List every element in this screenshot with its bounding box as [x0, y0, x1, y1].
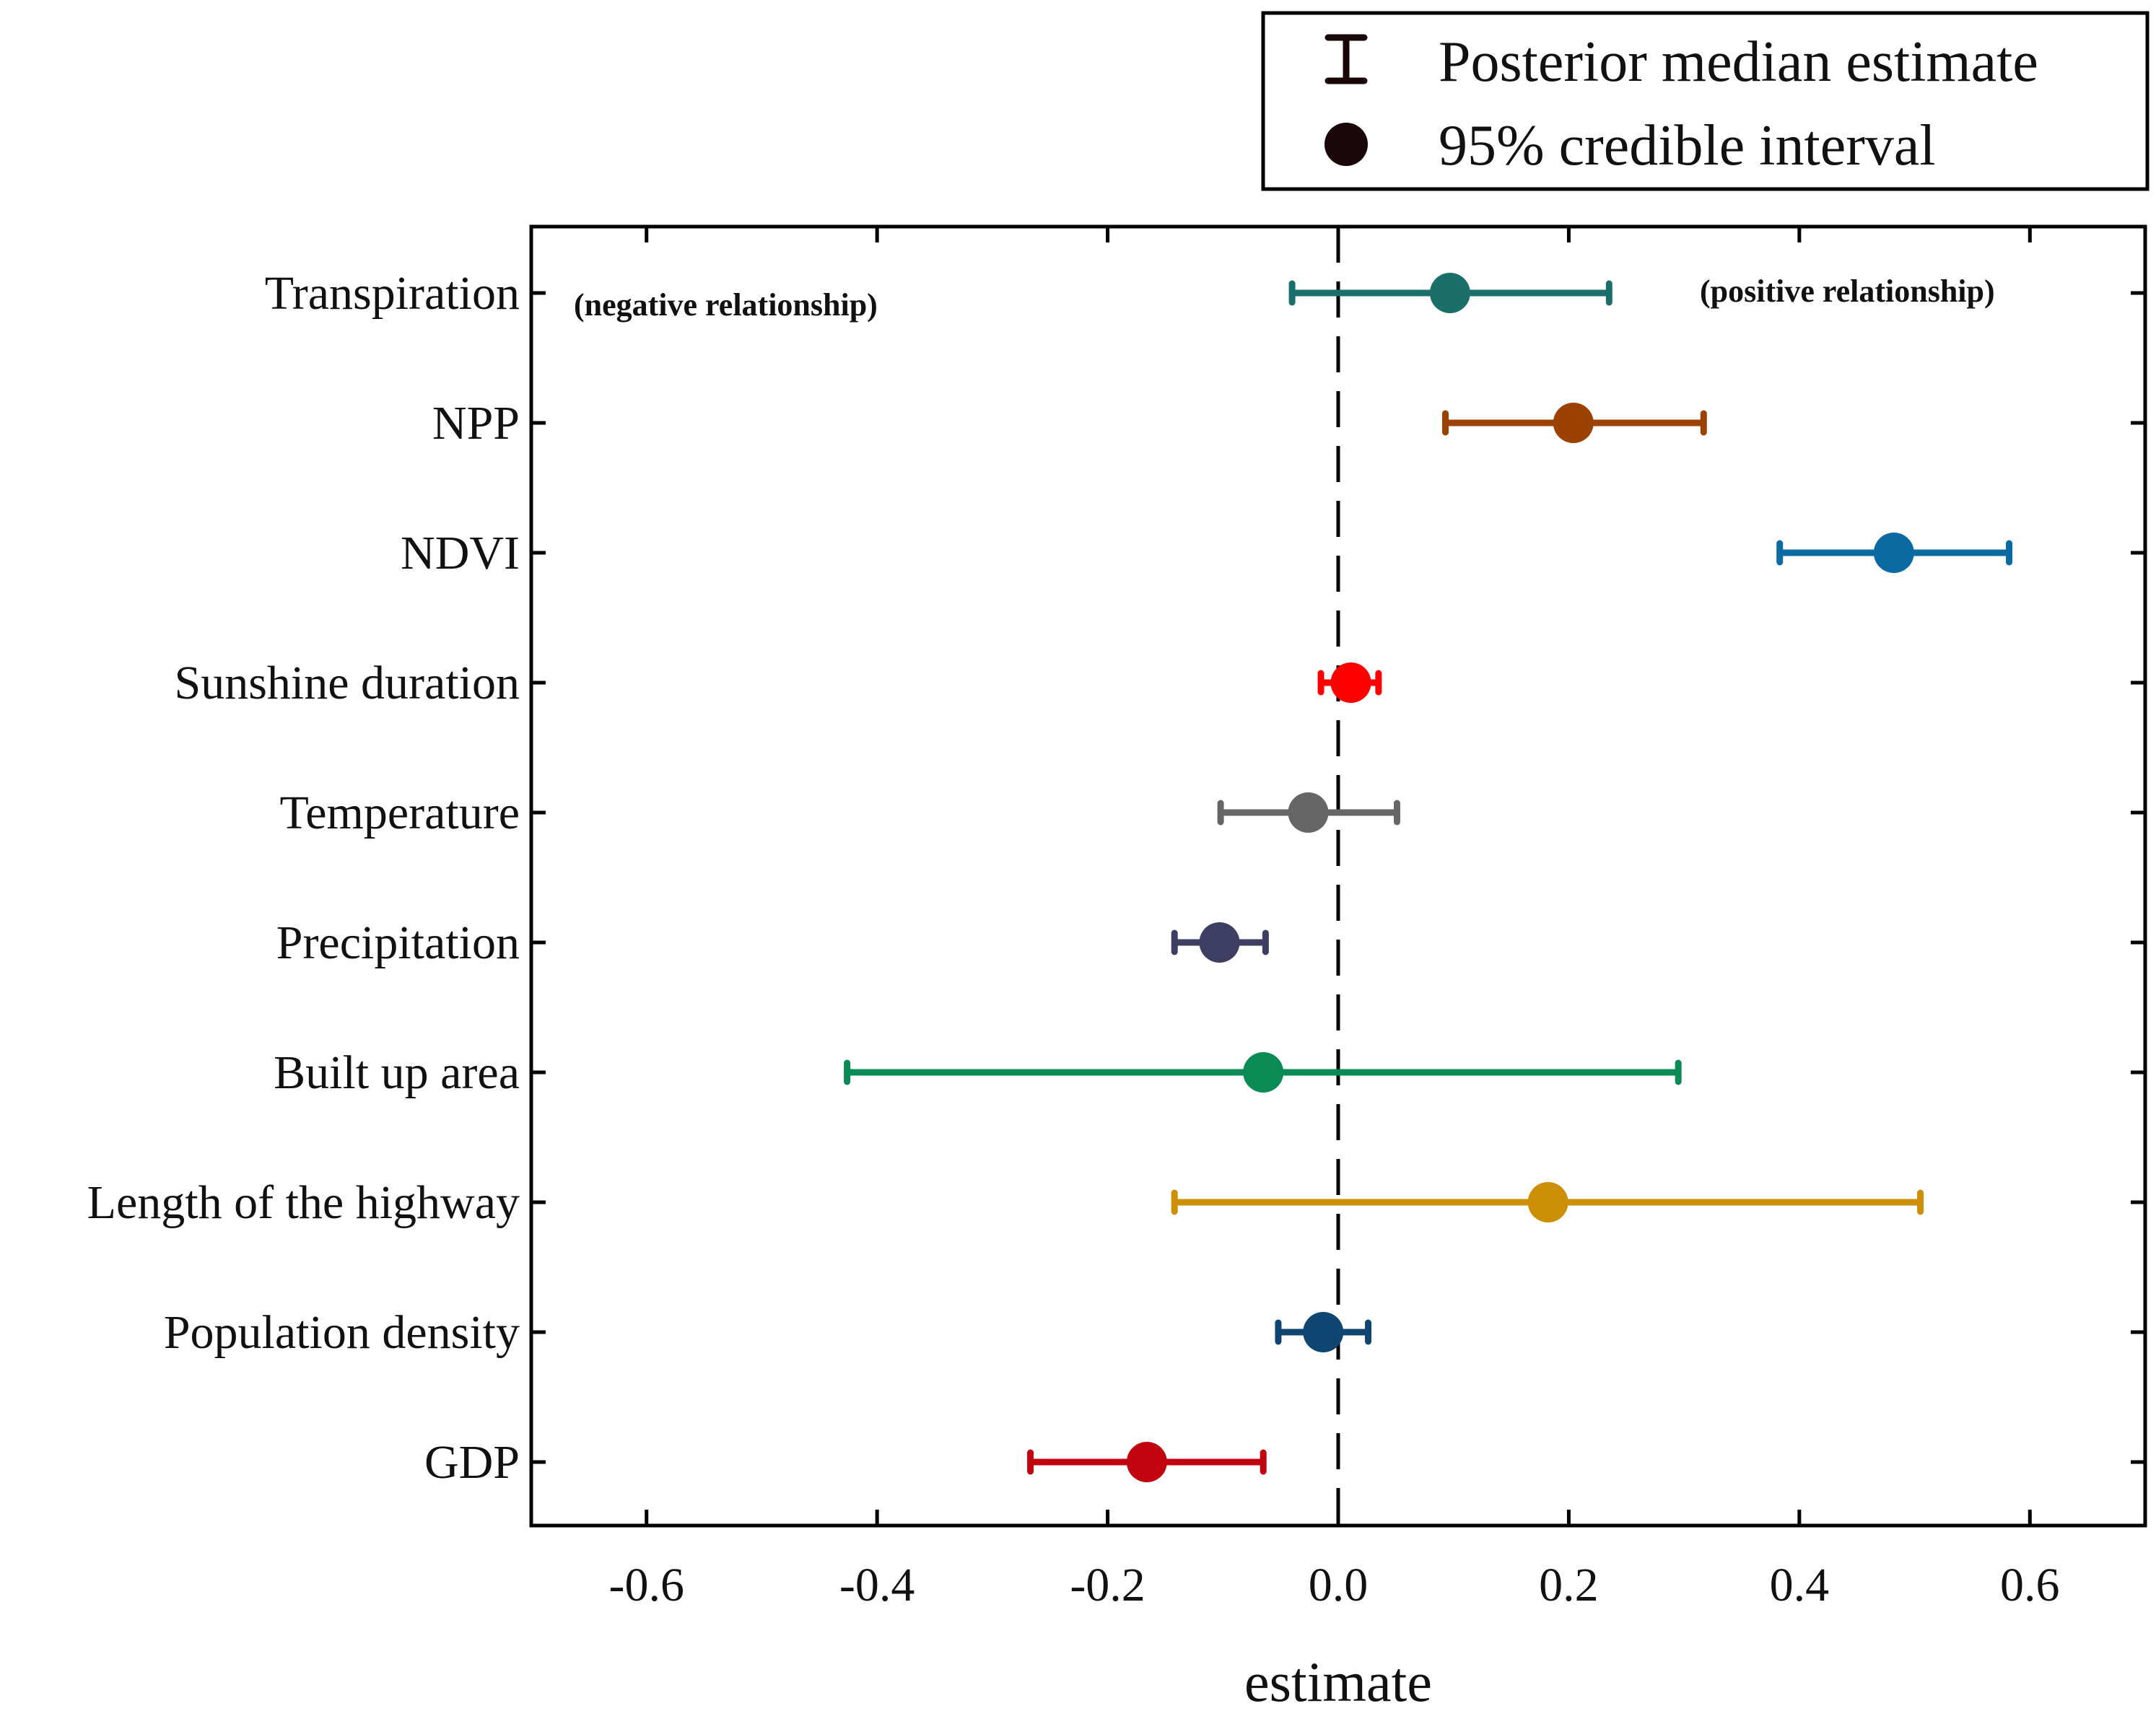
category-label: Built up area: [274, 1046, 520, 1099]
x-axis-title: estimate: [1244, 1650, 1432, 1711]
median-estimate-dot: [1330, 662, 1371, 703]
x-tick-label: -0.2: [1070, 1559, 1145, 1611]
x-tick-label: 0.0: [1309, 1559, 1369, 1611]
median-estimate-dot: [1243, 1052, 1284, 1093]
category-label: NDVI: [401, 527, 520, 579]
estimates: [844, 273, 2013, 1482]
x-axis: -0.6 -0.4 -0.2 0.0 0.2 0.4 0.6: [608, 227, 2060, 1611]
x-tick-label: 0.2: [1539, 1559, 1599, 1611]
median-estimate-dot: [1527, 1182, 1568, 1222]
estimate-row: [1171, 1182, 1924, 1222]
estimate-row: [1217, 792, 1400, 833]
median-estimate-dot: [1288, 792, 1329, 833]
x-tick-label: 0.4: [1770, 1559, 1830, 1611]
estimate-row: [1027, 1442, 1267, 1482]
estimate-row: [1288, 273, 1612, 313]
category-label: Length of the highway: [87, 1176, 520, 1229]
estimate-row: [844, 1052, 1682, 1093]
median-estimate-dot: [1199, 922, 1240, 963]
legend-box: [1261, 11, 2150, 191]
legend-label-median: Posterior median estimate: [1439, 30, 2038, 94]
category-label: Precipitation: [276, 916, 520, 969]
category-label: Temperature: [279, 787, 520, 839]
estimate-row: [1442, 403, 1707, 443]
category-label: Transpiration: [265, 267, 520, 320]
median-estimate-dot: [1553, 403, 1594, 443]
legend-errorbar-icon: [1324, 34, 1368, 84]
estimate-row: [1275, 1312, 1372, 1352]
legend-label-interval: 95% credible interval: [1439, 114, 1936, 178]
x-tick-label: -0.4: [839, 1559, 915, 1611]
category-label: NPP: [432, 397, 520, 450]
y-axis: Transpiration NPP NDVI Sunshine duration Tem…: [87, 267, 2145, 1489]
median-estimate-dot: [1873, 533, 1914, 573]
x-tick-label: -0.6: [608, 1559, 684, 1611]
median-estimate-dot: [1303, 1312, 1344, 1352]
category-label: Sunshine duration: [175, 657, 520, 709]
legend-dot-icon: [1324, 123, 1368, 166]
positive-relationship-annotation: (positive relationship): [1700, 274, 1995, 309]
estimate-row: [1317, 662, 1382, 703]
median-estimate-dot: [1429, 273, 1470, 313]
negative-relationship-annotation: (negative relationship): [574, 287, 878, 323]
category-label: Population density: [164, 1306, 520, 1359]
legend: Posterior median estimate 95% credible i…: [1261, 11, 2150, 191]
x-tick-label: 0.6: [2000, 1559, 2060, 1611]
median-estimate-dot: [1126, 1442, 1167, 1482]
estimate-row: [1171, 922, 1269, 963]
estimate-row: [1776, 533, 2013, 573]
category-label: GDP: [424, 1436, 520, 1489]
